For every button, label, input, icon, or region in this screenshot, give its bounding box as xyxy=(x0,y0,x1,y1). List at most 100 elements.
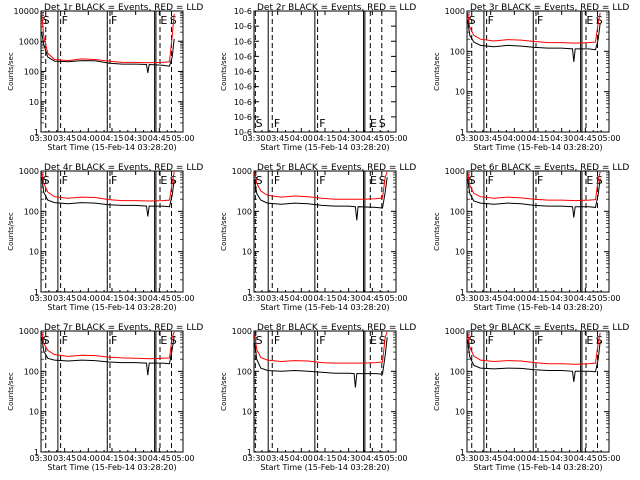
y-axis-label: Counts/sec xyxy=(220,212,228,251)
interval-marker-label: E xyxy=(160,334,167,347)
x-tick-label: 04:30 xyxy=(550,134,573,143)
x-tick-label: 04:15 xyxy=(526,454,549,463)
y-axis-label: Counts/sec xyxy=(433,52,441,91)
plot-frame xyxy=(466,170,610,293)
y-tick-label: 10-6 xyxy=(234,128,252,137)
y-axis-label: Counts/sec xyxy=(7,52,15,91)
y-tick-label: 1000 xyxy=(445,327,465,336)
interval-marker-label: E xyxy=(586,334,593,347)
y-tick-label: 1000 xyxy=(19,37,39,46)
panel-title: Det 6r BLACK = Events, RED = LLD xyxy=(470,163,629,173)
interval-marker-label: E xyxy=(160,174,167,187)
y-axis-label: Counts/sec xyxy=(220,372,228,411)
interval-marker-label: S xyxy=(469,334,476,347)
y-tick-label: 1000 xyxy=(445,7,465,16)
interval-marker-label: F xyxy=(488,14,494,27)
panel-title: Det 3r BLACK = Events, RED = LLD xyxy=(470,3,629,13)
detector-panel: Det 5r BLACK = Events, RED = LLD 03:30 03:… xyxy=(220,163,416,312)
y-tick-label: 1 xyxy=(460,128,465,137)
y-tick-label: 1000 xyxy=(232,167,252,176)
y-tick-label: 10 xyxy=(29,248,39,257)
events-series-line xyxy=(41,32,175,73)
x-tick-label: 04:30 xyxy=(337,454,360,463)
x-tick-label: 04:30 xyxy=(124,294,147,303)
events-series-line xyxy=(467,178,601,218)
x-tick-label: 03:45 xyxy=(479,134,502,143)
x-tick-label: 03:45 xyxy=(479,454,502,463)
y-tick-label: 10 xyxy=(242,408,252,417)
interval-marker-label: F xyxy=(537,14,543,27)
interval-marker-label: S xyxy=(43,174,50,187)
x-tick-label: 04:00 xyxy=(290,454,313,463)
y-tick-label: 100 xyxy=(24,367,39,376)
interval-marker-label: F xyxy=(111,14,117,27)
x-tick-label: 03:30 xyxy=(455,134,478,143)
interval-marker-label: F xyxy=(319,117,325,130)
y-tick-label: 100 xyxy=(237,367,252,376)
x-tick-label: 04:00 xyxy=(290,134,313,143)
interval-marker-label: F xyxy=(537,174,543,187)
x-axis-label: Start Time (15-Feb-14 03:28:20) xyxy=(260,463,389,472)
y-tick-label: 1 xyxy=(34,448,39,457)
interval-marker-label: F xyxy=(319,334,325,347)
interval-marker-label: S xyxy=(256,174,263,187)
y-tick-label: 10000 xyxy=(14,7,39,16)
y-tick-label: 10 xyxy=(455,248,465,257)
events-series-line xyxy=(41,335,175,376)
events-series-line xyxy=(41,177,175,217)
y-tick-label: 10 xyxy=(455,88,465,97)
x-tick-label: 05:00 xyxy=(597,134,620,143)
x-axis-label: Start Time (15-Feb-14 03:28:20) xyxy=(473,303,602,312)
x-tick-label: 04:15 xyxy=(526,294,549,303)
x-tick-label: 04:45 xyxy=(574,134,597,143)
interval-marker-label: S xyxy=(596,334,603,347)
x-tick-label: 03:45 xyxy=(53,454,76,463)
x-tick-label: 04:15 xyxy=(526,134,549,143)
x-tick-label: 04:00 xyxy=(503,134,526,143)
y-tick-label: 10-6 xyxy=(234,22,252,31)
x-tick-label: 03:30 xyxy=(242,134,265,143)
interval-marker-label: S xyxy=(43,14,50,27)
x-tick-label: 04:45 xyxy=(148,134,171,143)
x-tick-label: 04:00 xyxy=(290,294,313,303)
interval-marker-label: F xyxy=(274,117,280,130)
y-tick-label: 1 xyxy=(247,288,252,297)
interval-marker-label: S xyxy=(596,174,603,187)
x-tick-label: 04:00 xyxy=(77,454,100,463)
plot-frame xyxy=(466,330,610,453)
x-tick-label: 04:15 xyxy=(100,134,123,143)
x-tick-label: 04:15 xyxy=(313,134,336,143)
x-tick-label: 04:30 xyxy=(124,454,147,463)
y-tick-label: 1000 xyxy=(232,327,252,336)
x-tick-label: 03:30 xyxy=(29,294,52,303)
interval-marker-label: F xyxy=(62,334,68,347)
y-tick-label: 10 xyxy=(455,408,465,417)
events-series-line xyxy=(467,19,601,62)
detector-panel: Det 1r BLACK = Events, RED = LLD 03:30 03:… xyxy=(7,3,203,152)
y-tick-label: 10 xyxy=(29,408,39,417)
interval-marker-label: S xyxy=(469,14,476,27)
x-tick-label: 05:00 xyxy=(384,134,407,143)
interval-marker-label: F xyxy=(62,14,68,27)
detector-panel: Det 6r BLACK = Events, RED = LLD 03:30 03:… xyxy=(433,163,629,312)
lld-series-line xyxy=(467,171,601,202)
interval-marker-label: E xyxy=(370,117,377,130)
x-tick-label: 05:00 xyxy=(171,294,194,303)
detector-panel: Det 2r BLACK = Events, RED = LLD 03:30 03:… xyxy=(220,3,416,152)
y-tick-label: 10 xyxy=(29,98,39,107)
panel-title: Det 5r BLACK = Events, RED = LLD xyxy=(257,163,416,173)
x-tick-label: 05:00 xyxy=(171,134,194,143)
x-tick-label: 04:30 xyxy=(550,294,573,303)
y-tick-label: 10-6 xyxy=(234,83,252,92)
interval-marker-label: E xyxy=(586,174,593,187)
x-tick-label: 04:30 xyxy=(124,134,147,143)
interval-marker-label: F xyxy=(111,174,117,187)
interval-marker-label: S xyxy=(596,14,603,27)
y-tick-label: 100 xyxy=(450,207,465,216)
x-tick-label: 03:30 xyxy=(242,454,265,463)
panel-title: Det 7r BLACK = Events, RED = LLD xyxy=(44,323,203,333)
x-tick-label: 05:00 xyxy=(384,454,407,463)
x-tick-label: 03:30 xyxy=(29,454,52,463)
lld-series-line xyxy=(41,13,175,64)
plot-frame xyxy=(253,330,397,453)
